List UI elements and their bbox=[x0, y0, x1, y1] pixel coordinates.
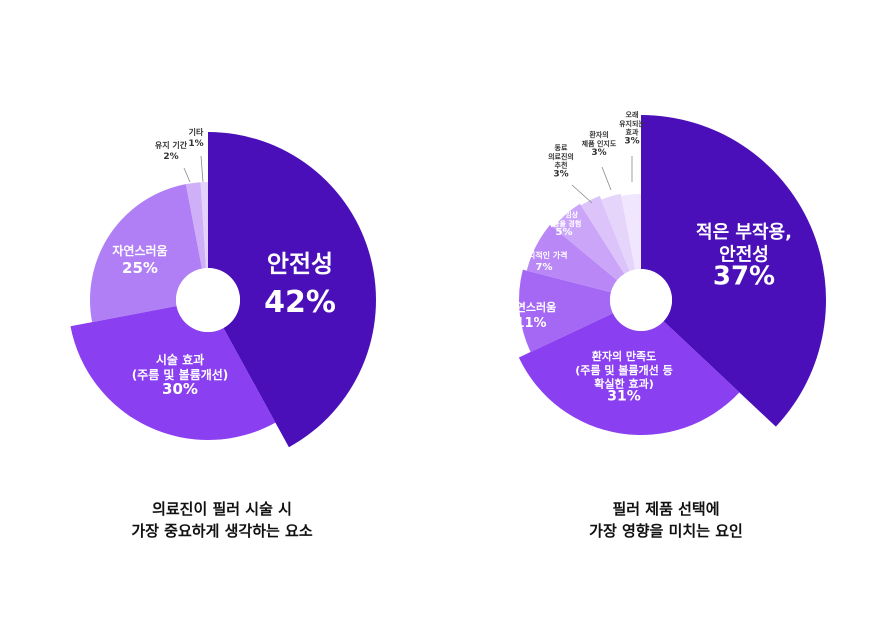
slice-value-label: 30% bbox=[162, 380, 198, 398]
pie-chart-right: 적은 부작용, 안전성 37% 환자의 만족도 (주름 및 볼륨개선 등 확실한 효과) 3… bbox=[444, 0, 889, 628]
chart-left-caption: 의료진이 필러 시술 시 가장 중요하게 생각하는 요소 bbox=[0, 498, 444, 542]
slice-label: (주름 및 볼륨개선 등 bbox=[575, 363, 672, 377]
slice-label: 합리적인 가격 bbox=[521, 250, 568, 260]
slice-label: 환자의 만족도 bbox=[592, 349, 657, 363]
slice-value-label: 37% bbox=[713, 262, 775, 292]
slice-label: 자연스러움 bbox=[506, 300, 557, 314]
slice-label: 안전성 bbox=[267, 250, 333, 278]
pie-center-hole bbox=[610, 269, 672, 331]
slice-label: 기타 bbox=[189, 127, 204, 137]
pie-slice bbox=[518, 313, 740, 435]
pie-slice bbox=[90, 184, 203, 323]
pie-slice bbox=[526, 224, 618, 293]
pie-slice bbox=[621, 194, 641, 270]
slice-label: 오랜 임상 bbox=[550, 210, 579, 219]
slice-label: 유지되는 bbox=[619, 119, 645, 128]
pie-slice bbox=[519, 269, 613, 352]
pie-slice bbox=[601, 193, 636, 272]
leader-line bbox=[571, 184, 593, 204]
slice-value-label: 3% bbox=[553, 170, 568, 180]
chart-right-caption-line: 가장 영향을 미치는 요인 bbox=[589, 522, 743, 540]
chart-right-caption-line: 필러 제품 선택에 bbox=[612, 500, 720, 518]
slice-label: 환자의 bbox=[589, 130, 608, 139]
chart-left-caption-line: 의료진이 필러 시술 시 bbox=[152, 500, 292, 518]
leader-line bbox=[200, 155, 204, 183]
slice-value-label: 3% bbox=[624, 137, 639, 147]
slice-label: 효과 bbox=[626, 128, 639, 137]
pie-slice bbox=[553, 203, 625, 281]
slice-label: 자연스러움 bbox=[112, 243, 167, 258]
slice-value-label: 25% bbox=[122, 259, 158, 277]
slice-value-label: 1% bbox=[188, 139, 203, 149]
pie-slice bbox=[580, 195, 630, 274]
chart-left-caption-line: 가장 중요하게 생각하는 요소 bbox=[131, 522, 313, 540]
slice-label: (주름 및 볼륨개선) bbox=[132, 367, 229, 382]
slice-label: 오래 bbox=[626, 110, 639, 119]
pie-slice bbox=[70, 305, 276, 440]
chart-right-caption: 필러 제품 선택에 가장 영향을 미치는 요인 bbox=[444, 498, 888, 542]
slice-label: 사용을 경험 bbox=[547, 219, 582, 228]
slice-value-label: 5% bbox=[556, 227, 573, 238]
slice-value-label: 31% bbox=[607, 389, 641, 405]
pie-chart-left: 안전성 42% 시술 효과 (주름 및 볼륨개선) 30% 자연스러움 25% 유지 기간 2%… bbox=[0, 0, 444, 628]
slice-label: 유지 기간 bbox=[155, 140, 188, 150]
slice-label: 확실한 효과) bbox=[594, 377, 653, 391]
pie-slice bbox=[208, 132, 376, 448]
leader-line bbox=[183, 167, 191, 183]
slice-label: 안전성 bbox=[719, 245, 769, 266]
slice-value-label: 2% bbox=[163, 152, 178, 162]
pie-center-hole bbox=[176, 268, 240, 332]
pie-slice bbox=[185, 182, 206, 269]
slice-label: 의료진의 bbox=[548, 152, 574, 161]
slice-value-label: 3% bbox=[591, 148, 606, 158]
pie-slice bbox=[200, 182, 208, 269]
slice-label: 시술 효과 bbox=[156, 352, 204, 367]
slice-label: 제품 인지도 bbox=[582, 139, 617, 148]
slice-value-label: 42% bbox=[264, 285, 336, 320]
slice-label: 추천 bbox=[555, 161, 568, 170]
slice-label: 동료 bbox=[555, 144, 568, 152]
leader-line bbox=[601, 166, 612, 191]
slice-value-label: 11% bbox=[515, 316, 546, 331]
slice-value-label: 7% bbox=[536, 262, 553, 273]
pie-slice bbox=[641, 115, 826, 427]
slice-label: 적은 부작용, bbox=[696, 222, 792, 243]
